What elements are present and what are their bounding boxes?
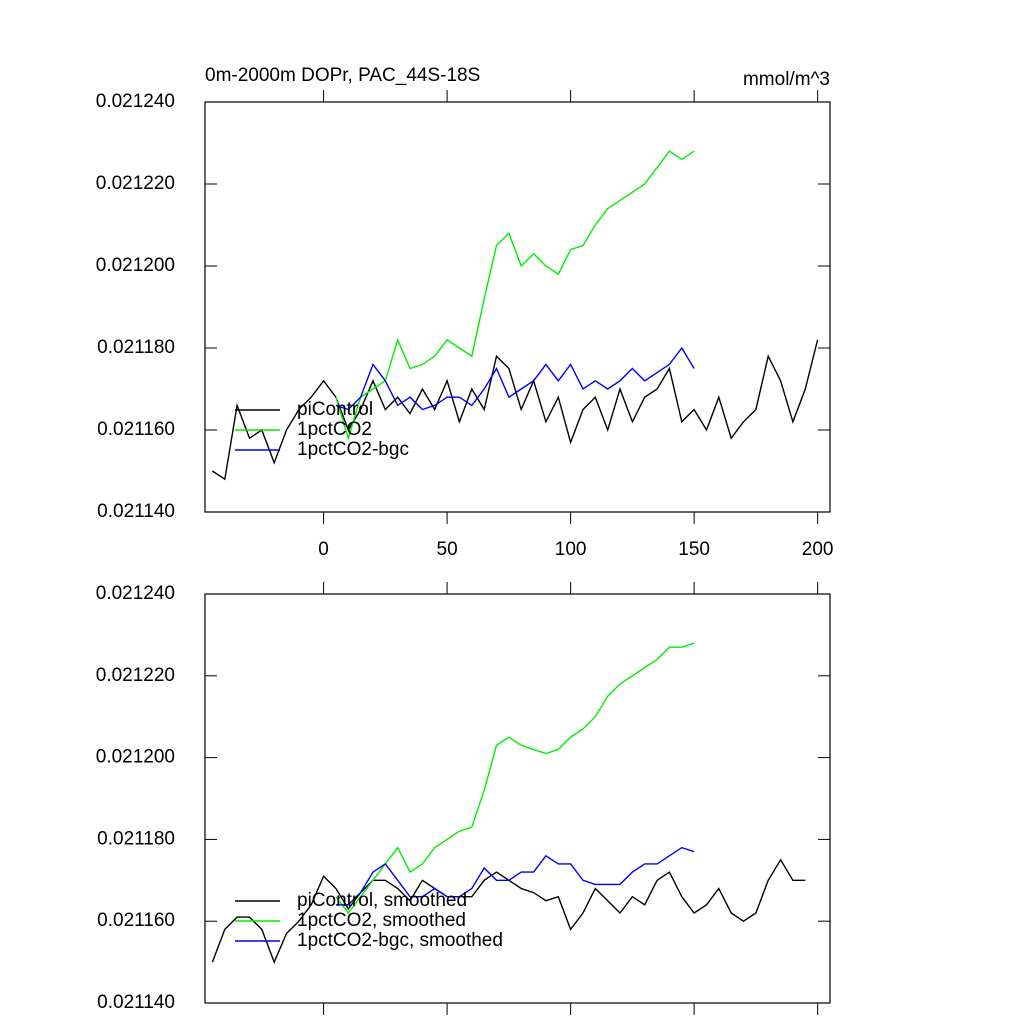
x-tick-label: 50 (437, 539, 458, 560)
y-tick-label: 0.021180 (97, 828, 175, 849)
series-line (335, 346, 695, 411)
y-tick-label: 0.021200 (96, 255, 175, 276)
series-line (335, 846, 695, 906)
y-tick-label: 0.021180 (97, 337, 175, 358)
y-tick-label: 0.021160 (97, 419, 175, 440)
x-tick-label: 0 (318, 539, 329, 560)
y-tick-label: 0.021140 (97, 992, 175, 1013)
legend-label: 1pctCO2-bgc, smoothed (297, 930, 503, 951)
x-tick-label: 200 (802, 539, 834, 560)
y-tick-label: 0.021200 (96, 747, 175, 768)
legend-label: piControl, smoothed (297, 890, 467, 911)
y-tick-label: 0.021220 (96, 665, 175, 686)
plot-frame (204, 101, 831, 513)
units-label: mmol/m^3 (743, 69, 830, 90)
plot-frame (204, 593, 831, 1004)
x-tick-label: 100 (555, 539, 587, 560)
series-line (335, 642, 695, 915)
legend-label: 1pctCO2-bgc (297, 439, 409, 460)
legend-label: 1pctCO2, smoothed (297, 910, 466, 931)
y-tick-label: 0.021220 (96, 173, 175, 194)
y-tick-label: 0.021240 (96, 583, 175, 604)
series-line (335, 150, 695, 441)
series-line (212, 339, 819, 481)
y-tick-label: 0.021140 (97, 501, 175, 522)
y-tick-label: 0.021240 (96, 91, 175, 112)
x-tick-label: 150 (678, 539, 710, 560)
legend-label: piControl (297, 399, 373, 420)
chart-title: 0m-2000m DOPr, PAC_44S-18S (205, 65, 480, 86)
y-tick-label: 0.021160 (97, 910, 175, 931)
legend-label: 1pctCO2 (297, 419, 372, 440)
